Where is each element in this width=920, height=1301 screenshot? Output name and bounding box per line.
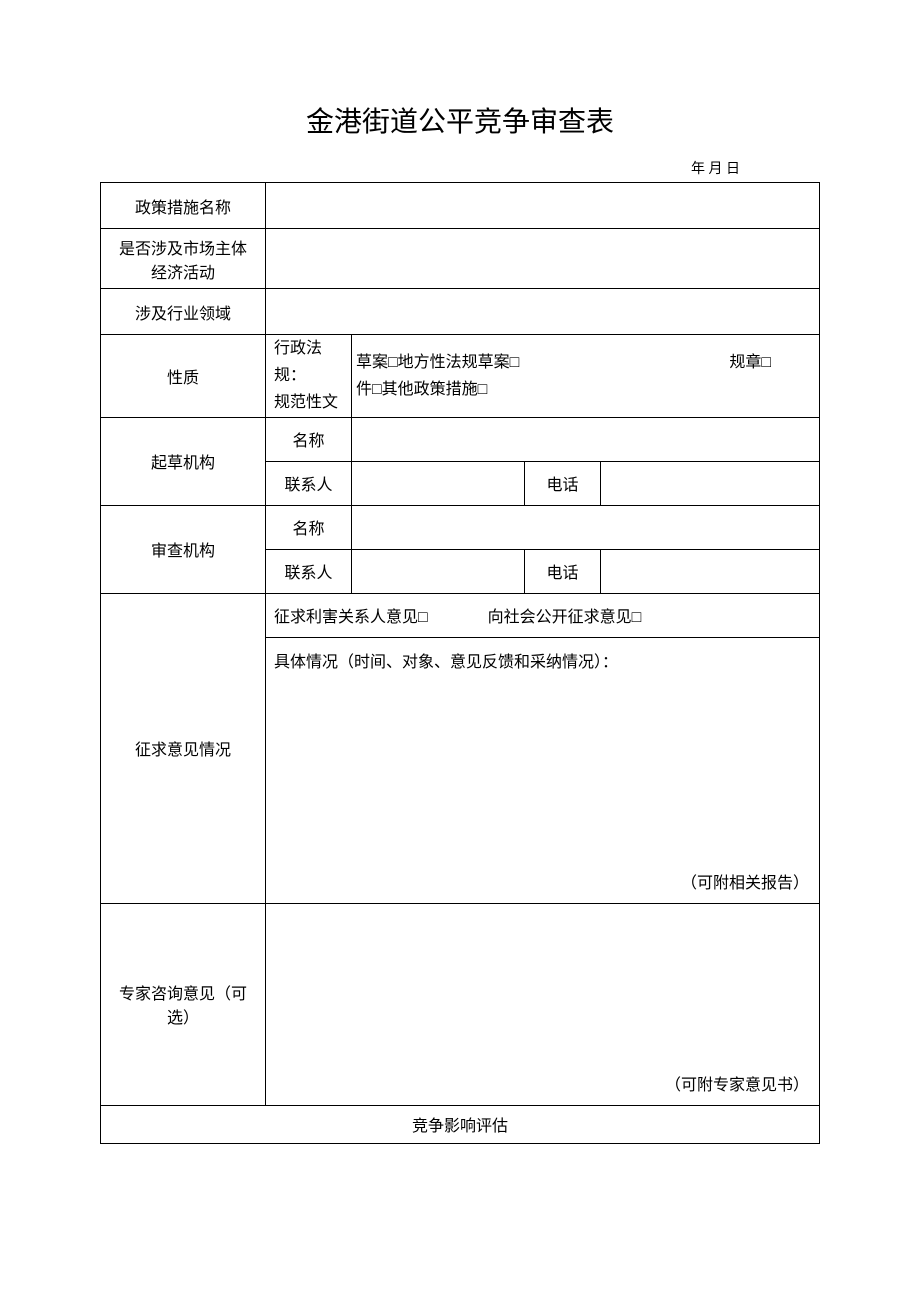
opinion-detail-prompt: 具体情况（时间、对象、意见反馈和采纳情况）：: [274, 648, 811, 672]
review-contact-label: 联系人: [266, 549, 352, 593]
review-name-value[interactable]: [352, 505, 820, 549]
expert-label-l2: 选）: [101, 1004, 265, 1028]
industry-label: 涉及行业领域: [101, 289, 266, 335]
nature-opt-rule: 规章□: [729, 349, 771, 376]
nature-label: 性质: [101, 335, 266, 418]
competition-assessment-header: 竞争影响评估: [101, 1105, 820, 1143]
drafting-tel-label: 电话: [525, 461, 601, 505]
drafting-name-label: 名称: [266, 417, 352, 461]
nature-left-l2: 规范性文: [274, 389, 351, 416]
industry-value[interactable]: [266, 289, 820, 335]
opinion-detail-cell[interactable]: 具体情况（时间、对象、意见反馈和采纳情况）： （可附相关报告）: [266, 637, 820, 903]
opinion-opt-stakeholder: 征求利害关系人意见□: [274, 603, 428, 627]
expert-label-l1: 专家咨询意见（可: [101, 980, 265, 1004]
drafting-contact-label: 联系人: [266, 461, 352, 505]
nature-left-l1: 行政法规：: [274, 335, 351, 389]
review-org-label: 审查机构: [101, 505, 266, 593]
date-placeholder: 年 月 日: [100, 158, 820, 178]
review-tel-label: 电话: [525, 549, 601, 593]
review-name-label: 名称: [266, 505, 352, 549]
market-activity-label-l2: 经济活动: [101, 259, 265, 283]
market-activity-value[interactable]: [266, 229, 820, 289]
opinion-label: 征求意见情况: [101, 593, 266, 903]
page-title: 金港街道公平竞争审查表: [100, 100, 820, 140]
opinion-opt-public: 向社会公开征求意见□: [488, 603, 642, 627]
expert-value[interactable]: （可附专家意见书）: [266, 903, 820, 1105]
drafting-name-value[interactable]: [352, 417, 820, 461]
review-form-table: 政策措施名称 是否涉及市场主体 经济活动 涉及行业领域 性质 行政法规： 规范性…: [100, 182, 820, 1144]
review-contact-value[interactable]: [352, 549, 525, 593]
nature-opt-line2: 件□其他政策措施□: [356, 376, 811, 403]
market-activity-label: 是否涉及市场主体 经济活动: [101, 229, 266, 289]
policy-name-value[interactable]: [266, 183, 820, 229]
market-activity-label-l1: 是否涉及市场主体: [101, 235, 265, 259]
nature-left-col: 行政法规： 规范性文: [266, 335, 352, 418]
drafting-contact-value[interactable]: [352, 461, 525, 505]
nature-opt-draft-local: 草案□地方性法规草案□: [356, 349, 519, 376]
review-tel-value[interactable]: [601, 549, 820, 593]
opinion-options-row[interactable]: 征求利害关系人意见□ 向社会公开征求意见□: [266, 593, 820, 637]
nature-options[interactable]: 草案□地方性法规草案□ 规章□ 件□其他政策措施□: [352, 335, 820, 418]
opinion-attach-note: （可附相关报告）: [681, 869, 809, 893]
drafting-tel-value[interactable]: [601, 461, 820, 505]
expert-label: 专家咨询意见（可 选）: [101, 903, 266, 1105]
expert-attach-note: （可附专家意见书）: [665, 1077, 809, 1094]
policy-name-label: 政策措施名称: [101, 183, 266, 229]
drafting-org-label: 起草机构: [101, 417, 266, 505]
